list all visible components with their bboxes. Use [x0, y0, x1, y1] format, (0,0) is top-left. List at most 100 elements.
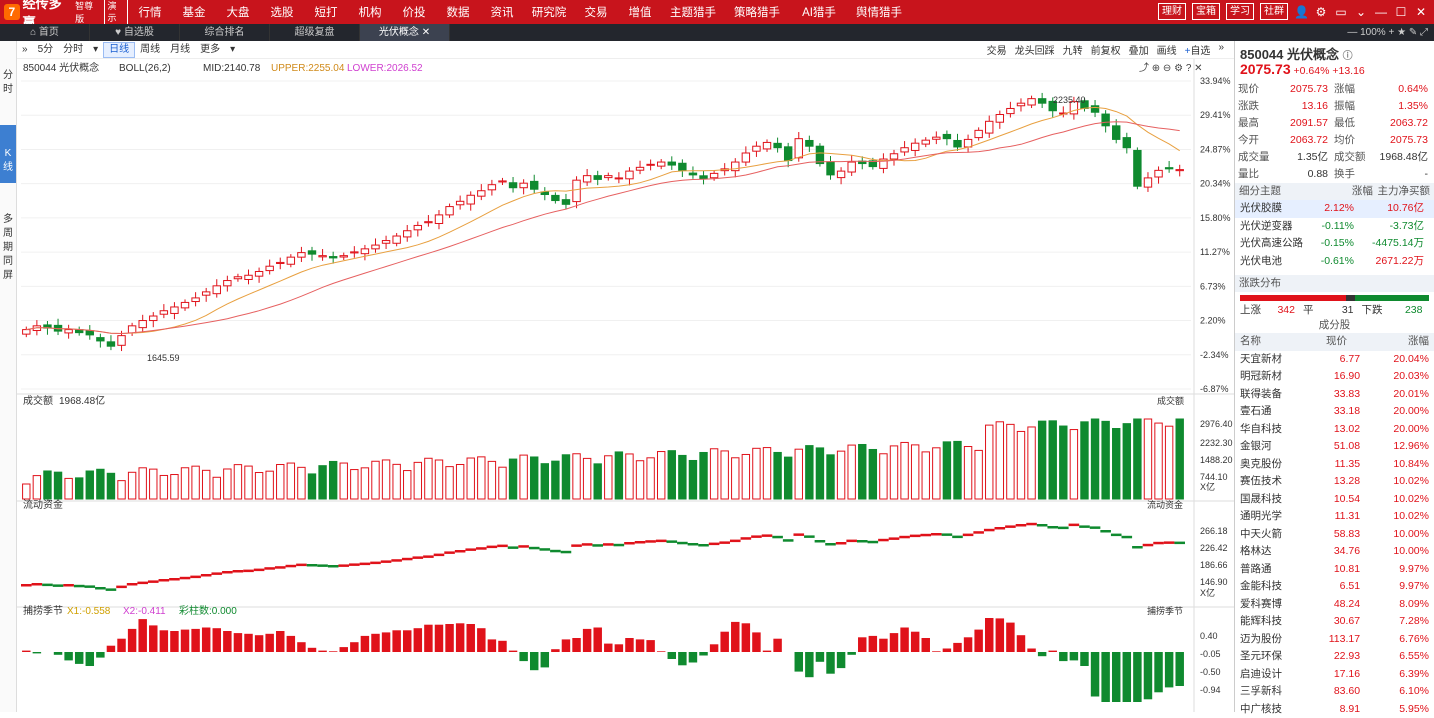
chevron-down-icon[interactable]: ⌄ [1355, 4, 1367, 19]
volume-bar [265, 470, 274, 500]
subtheme-row[interactable]: 光伏胶膜 2.12% 10.76亿 [1235, 200, 1434, 218]
gear-icon[interactable]: ⚙ [1315, 4, 1327, 19]
season-bar [339, 647, 348, 652]
candle-body [466, 194, 475, 205]
adjust-button[interactable]: 前复权 [1090, 46, 1121, 57]
menu-item-15[interactable]: 舆情猎手 [856, 7, 902, 19]
menu-item-0[interactable]: 行情 [138, 7, 162, 19]
menu-item-14[interactable]: AI猎手 [802, 7, 836, 19]
component-row[interactable]: 启迪设计 17.16 6.39% [1235, 666, 1434, 684]
component-row[interactable]: 壹石通 33.18 20.00% [1235, 403, 1434, 421]
menu-item-5[interactable]: 机构 [358, 7, 382, 19]
expand-arrows-icon[interactable]: » [1218, 42, 1224, 53]
candle-body [149, 315, 158, 322]
tab-watchlist[interactable]: ♥ 自选股 [90, 24, 180, 41]
tab-home[interactable]: ⌂ 首页 [0, 24, 90, 41]
season-bar [688, 652, 698, 663]
candle-body [276, 261, 285, 264]
component-row[interactable]: 格林达 34.76 10.00% [1235, 543, 1434, 561]
nav-multi-period[interactable]: 多周期同屏 [3, 214, 13, 281]
menu-item-12[interactable]: 主题猎手 [670, 7, 716, 19]
menu-item-11[interactable]: 增值 [628, 7, 652, 19]
nav-timeshare[interactable]: 分时 [3, 70, 13, 95]
component-row[interactable]: 奥克股份 11.35 10.84% [1235, 456, 1434, 474]
maximize-icon[interactable]: ☐ [1395, 4, 1407, 19]
zoom-in-icon[interactable]: + [1385, 27, 1398, 38]
component-row[interactable]: 爱科赛博 48.24 8.09% [1235, 596, 1434, 614]
component-row[interactable]: 天宜新材 6.77 20.04% [1235, 351, 1434, 369]
chart-tools-icons[interactable]: ⤴ ⊕ ⊖ ⚙ ? ✕ [1139, 61, 1203, 74]
window-icon[interactable]: ▭ [1335, 4, 1347, 19]
component-row[interactable]: 中广核技 8.91 5.95% [1235, 701, 1434, 718]
draw-button[interactable]: 画线 [1156, 46, 1177, 57]
period-weekly[interactable]: 周线 [140, 43, 161, 55]
component-row[interactable]: 三孚新科 83.60 6.10% [1235, 683, 1434, 701]
component-row[interactable]: 迈为股份 113.17 6.76% [1235, 631, 1434, 649]
flow-mark [232, 570, 244, 573]
nav-kline[interactable]: K线 [0, 125, 16, 183]
component-row[interactable]: 国晟科技 10.54 10.02% [1235, 491, 1434, 509]
component-row[interactable]: 通明光学 11.31 10.02% [1235, 508, 1434, 526]
zoom-out-icon[interactable]: — [1347, 27, 1361, 38]
expand-icon[interactable]: ⤢ [1420, 27, 1428, 38]
menu-item-2[interactable]: 大盘 [226, 7, 250, 19]
tab-ranking[interactable]: 综合排名 [180, 24, 270, 41]
tab-review[interactable]: 超级复盘 [270, 24, 360, 41]
minimize-icon[interactable]: — [1375, 4, 1387, 19]
period-daily[interactable]: 日线 [103, 41, 136, 58]
menu-item-6[interactable]: 价投 [402, 7, 426, 19]
candle-body [709, 172, 719, 179]
close-icon[interactable]: ✕ [1415, 4, 1427, 19]
menu-item-7[interactable]: 数据 [446, 7, 470, 19]
menu-item-4[interactable]: 短打 [314, 7, 338, 19]
subtheme-row[interactable]: 光伏逆变器 -0.11% -3.73亿 [1235, 218, 1434, 236]
component-row[interactable]: 中天火箭 58.83 10.00% [1235, 526, 1434, 544]
component-row[interactable]: 普路通 10.81 9.97% [1235, 561, 1434, 579]
info-icon[interactable]: ⓘ [1342, 51, 1353, 62]
pin-icon[interactable]: ✎ [1408, 27, 1420, 38]
chevron-down-icon[interactable]: ▾ [93, 43, 99, 55]
collapse-icon[interactable]: » [22, 43, 28, 55]
component-row[interactable]: 明冠新材 16.90 20.03% [1235, 368, 1434, 386]
learn-button[interactable]: 学习 [1226, 3, 1254, 20]
chart-area[interactable]: 850044 光伏概念 BOLL(26,2) MID:2140.78 UPPER… [17, 59, 1234, 712]
leader-pullback-button[interactable]: 龙头回踩 [1014, 46, 1055, 57]
period-monthly[interactable]: 月线 [170, 43, 191, 55]
overlay-button[interactable]: 叠加 [1128, 46, 1149, 57]
trade-button[interactable]: 交易 [986, 46, 1007, 57]
period-5min[interactable]: 5分 [37, 43, 54, 55]
menu-item-9[interactable]: 研究院 [531, 7, 567, 19]
subtheme-pct: -0.11% [1321, 219, 1355, 232]
component-row[interactable]: 金能科技 6.51 9.97% [1235, 578, 1434, 596]
subtheme-row[interactable]: 光伏高速公路 -0.15% -4475.14万 [1235, 235, 1434, 253]
menu-item-1[interactable]: 基金 [182, 7, 206, 19]
component-row[interactable]: 圣元环保 22.93 6.55% [1235, 648, 1434, 666]
component-row[interactable]: 华自科技 13.02 20.00% [1235, 421, 1434, 439]
tab-close-icon[interactable]: ✕ [421, 27, 431, 38]
menu-item-3[interactable]: 选股 [270, 7, 294, 19]
dist-bar-up [1240, 295, 1346, 302]
chart-svg[interactable]: 850044 光伏概念 BOLL(26,2) MID:2140.78 UPPER… [17, 59, 1234, 712]
community-button[interactable]: 社群 [1260, 3, 1288, 20]
component-row[interactable]: 金银河 51.08 12.96% [1235, 438, 1434, 456]
finance-button[interactable]: 理财 [1158, 3, 1186, 20]
component-row[interactable]: 联得装备 33.83 20.01% [1235, 386, 1434, 404]
treasure-box-button[interactable]: 宝箱 [1192, 3, 1220, 20]
menu-item-8[interactable]: 资讯 [490, 7, 514, 19]
period-more[interactable]: 更多 [200, 43, 221, 55]
star-icon[interactable]: ★ [1397, 27, 1409, 38]
price-axis-label: -2.34% [1200, 350, 1229, 360]
chevron-down-icon[interactable]: ▾ [230, 43, 236, 55]
component-name: 壹石通 [1240, 405, 1272, 418]
user-icon[interactable]: 👤 [1294, 4, 1309, 19]
menu-item-13[interactable]: 策略猎手 [734, 7, 780, 19]
add-watch-button[interactable]: +自选 [1185, 42, 1211, 57]
quote-row-value: 13.16 [1301, 100, 1328, 112]
tab-pv-concept[interactable]: 光伏概念 ✕ [360, 24, 450, 41]
period-timeshare[interactable]: 分时 [63, 43, 84, 55]
component-row[interactable]: 能辉科技 30.67 7.28% [1235, 613, 1434, 631]
menu-item-10[interactable]: 交易 [584, 7, 608, 19]
component-row[interactable]: 赛伍技术 13.28 10.02% [1235, 473, 1434, 491]
subtheme-row[interactable]: 光伏电池 -0.61% 2671.22万 [1235, 253, 1434, 271]
nine-turn-button[interactable]: 九转 [1062, 46, 1083, 57]
